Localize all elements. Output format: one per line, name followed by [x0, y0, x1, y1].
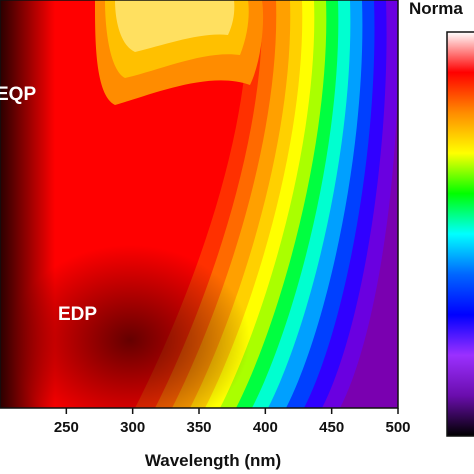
annotation-eqp: EQP: [0, 84, 36, 105]
colorbar: [446, 31, 474, 437]
x-tick-label: 400: [253, 419, 278, 436]
x-tick-label: 250: [54, 419, 79, 436]
heatmap-band: [340, 0, 398, 408]
top-yellow-lobe-core: [115, 0, 235, 52]
annotation-edp: EDP: [58, 304, 97, 325]
x-tick-label: 300: [120, 419, 145, 436]
plot-area: [0, 0, 398, 408]
edp-dark-region: [10, 245, 250, 408]
colorbar-label: Norma: [409, 0, 463, 18]
x-axis: 250 300 350 400 450 500: [54, 408, 411, 436]
x-tick-label: 450: [319, 419, 344, 436]
x-axis-title: Wavelength (nm): [145, 451, 281, 470]
x-tick-label: 500: [385, 419, 410, 436]
x-tick-label: 350: [186, 419, 211, 436]
